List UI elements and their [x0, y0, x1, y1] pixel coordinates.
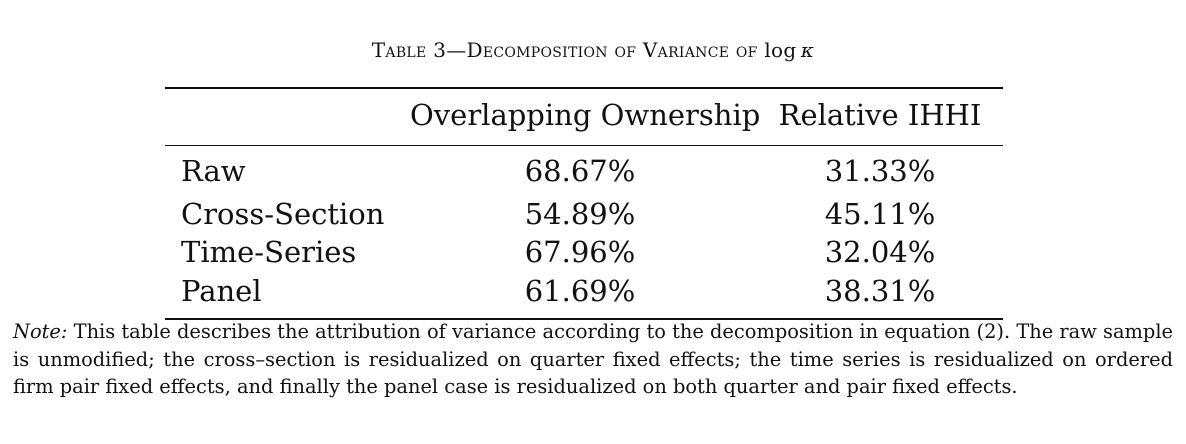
caption-kappa-symbol: κ — [800, 38, 815, 62]
header-rule — [165, 145, 1003, 146]
relative-ihhi-value: 45.11% — [824, 196, 936, 231]
row-label: Raw — [181, 154, 246, 188]
note-text: This table describes the attribution of … — [13, 320, 1173, 398]
top-rule — [165, 87, 1003, 89]
header-overlapping-ownership: Overlapping Ownership — [410, 98, 761, 132]
table-row: Time-Series 67.96% 32.04% — [165, 233, 1003, 272]
row-label: Panel — [181, 273, 262, 308]
table-row: Cross-Section 54.89% 45.11% — [165, 195, 1003, 234]
caption-title: Table 3—Decomposition of Variance of — [371, 38, 765, 62]
row-label: Time-Series — [181, 235, 357, 269]
table-note: Note: This table describes the attributi… — [13, 318, 1173, 401]
table-caption: Table 3—Decomposition of Variance of log… — [0, 38, 1186, 62]
overlapping-ownership-value: 67.96% — [524, 235, 636, 269]
table-body: Raw 68.67% 31.33% Cross-Section 54.89% 4… — [165, 146, 1003, 318]
row-label: Cross-Section — [181, 196, 385, 231]
table-row: Raw 68.67% 31.33% — [165, 156, 1003, 195]
note-label: Note: — [13, 320, 68, 343]
caption-log: log — [764, 38, 797, 62]
relative-ihhi-value: 32.04% — [824, 235, 936, 269]
variance-decomposition-table: Overlapping Ownership Relative IHHI Raw … — [165, 87, 1003, 320]
table-header-row: Overlapping Ownership Relative IHHI — [165, 89, 1003, 145]
table-row: Panel 61.69% 38.31% — [165, 272, 1003, 311]
relative-ihhi-value: 31.33% — [824, 154, 936, 188]
overlapping-ownership-value: 68.67% — [524, 154, 636, 188]
bottom-rule — [165, 318, 1003, 320]
overlapping-ownership-value: 61.69% — [524, 273, 636, 308]
overlapping-ownership-value: 54.89% — [524, 196, 636, 231]
relative-ihhi-value: 38.31% — [824, 273, 936, 308]
header-relative-ihhi: Relative IHHI — [778, 98, 982, 132]
